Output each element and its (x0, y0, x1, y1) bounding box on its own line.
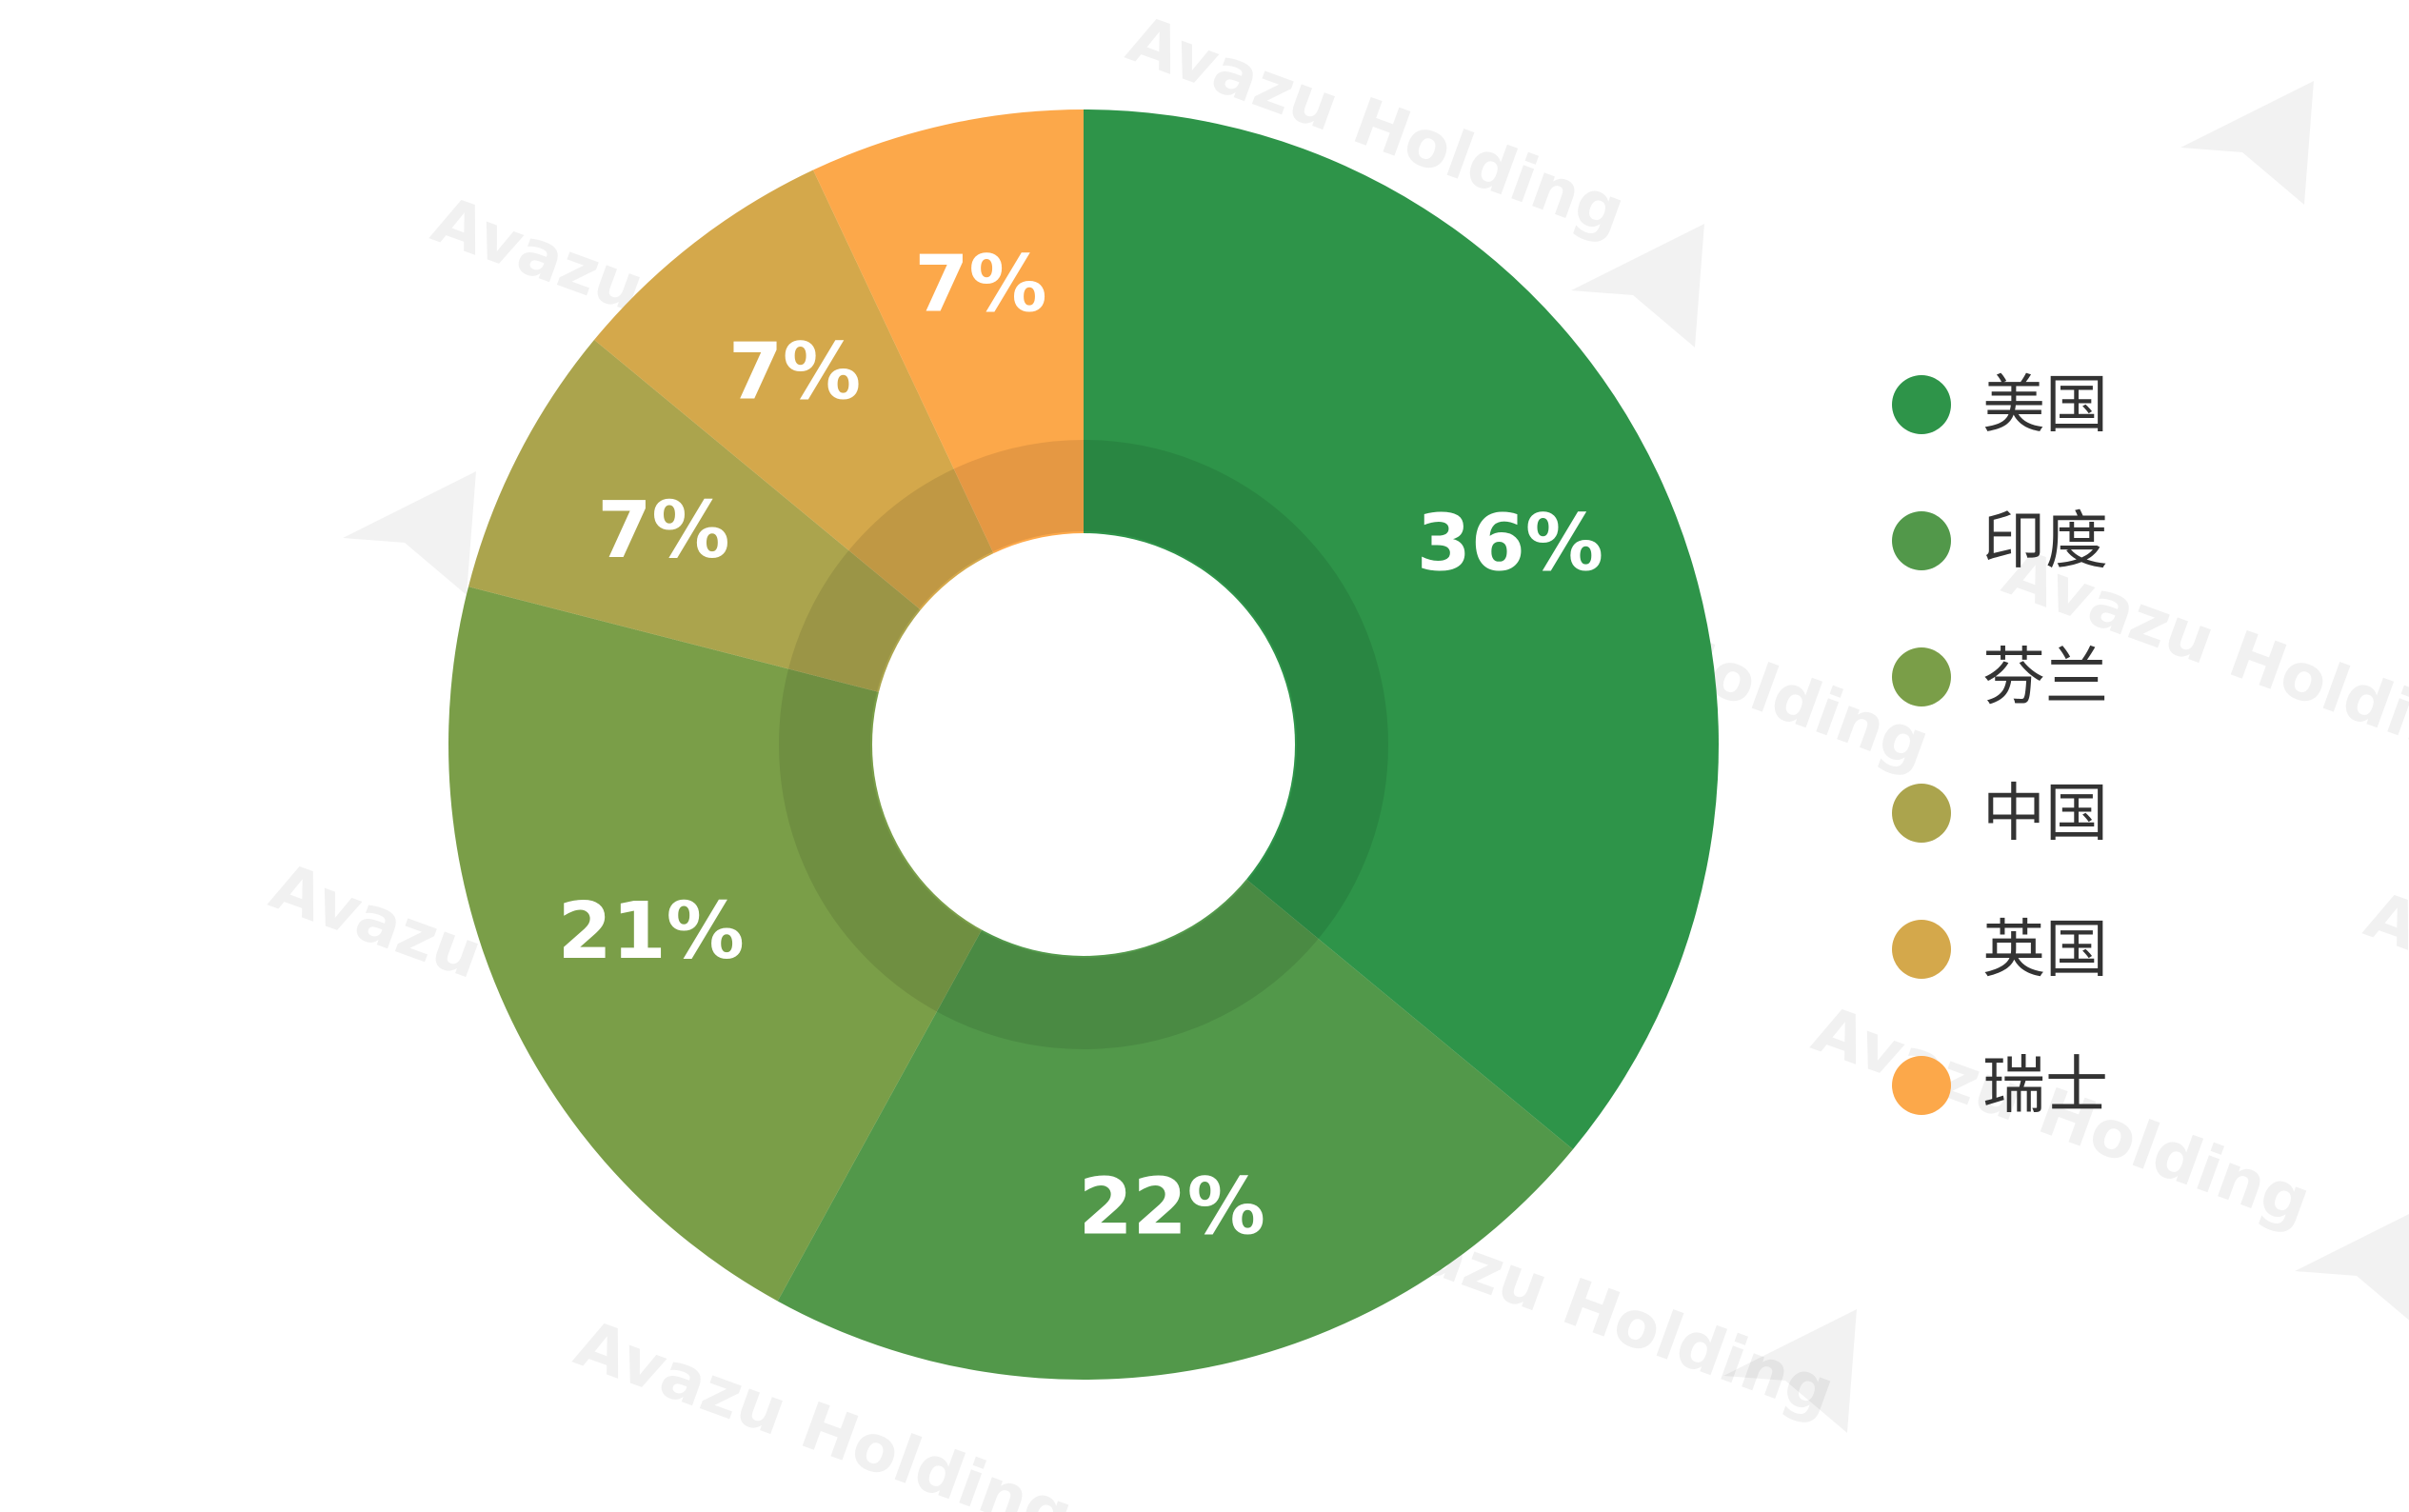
donut-hole (872, 533, 1295, 956)
watermark-logo-icon (343, 471, 476, 595)
watermark-logo-icon (2180, 81, 2314, 205)
pie-slice-1 (1084, 109, 1719, 1150)
slice-labels: 36% 22% 21% 7% 7% 7% (558, 239, 1603, 1252)
legend-label-2: 印度 (1982, 505, 2108, 578)
slice-label-1: 36% (1417, 499, 1603, 589)
legend-swatch-1 (1892, 375, 1951, 434)
legend-item-1: 美国 (1892, 368, 2108, 442)
slice-label-2: 22% (1079, 1163, 1265, 1253)
watermark-logo-icon (1723, 1309, 1857, 1433)
pie-slice-2 (777, 745, 1573, 1381)
legend-label-5: 英国 (1982, 913, 2108, 986)
watermark-logo-icon (2295, 1214, 2409, 1321)
legend-swatch-2 (1892, 511, 1951, 570)
inner-shade-ring (779, 440, 1388, 1049)
legend-swatch-4 (1892, 784, 1951, 843)
slice-label-6: 7% (914, 239, 1046, 329)
legend-label-3: 芬兰 (1982, 641, 2108, 714)
legend-item-5: 英国 (1892, 913, 2108, 986)
legend-label-1: 美国 (1982, 368, 2108, 442)
legend-item-3: 芬兰 (1892, 641, 2108, 714)
legend-label-4: 中国 (1982, 777, 2108, 850)
watermark-logo-icon (1571, 224, 1704, 348)
legend-swatch-6 (1892, 1056, 1951, 1115)
slice-label-3: 21% (558, 886, 745, 977)
slice-label-5: 7% (728, 327, 861, 417)
legend-label-6: 瑞士 (1982, 1049, 2108, 1123)
legend-item-6: 瑞士 (1892, 1049, 2108, 1123)
legend-item-2: 印度 (1892, 505, 2108, 578)
watermark-text: Avazu Holding (2356, 878, 2409, 1127)
slice-label-4: 7% (597, 486, 729, 576)
legend-item-4: 中国 (1892, 777, 2108, 850)
legend-swatch-3 (1892, 647, 1951, 706)
legend-swatch-5 (1892, 920, 1951, 979)
